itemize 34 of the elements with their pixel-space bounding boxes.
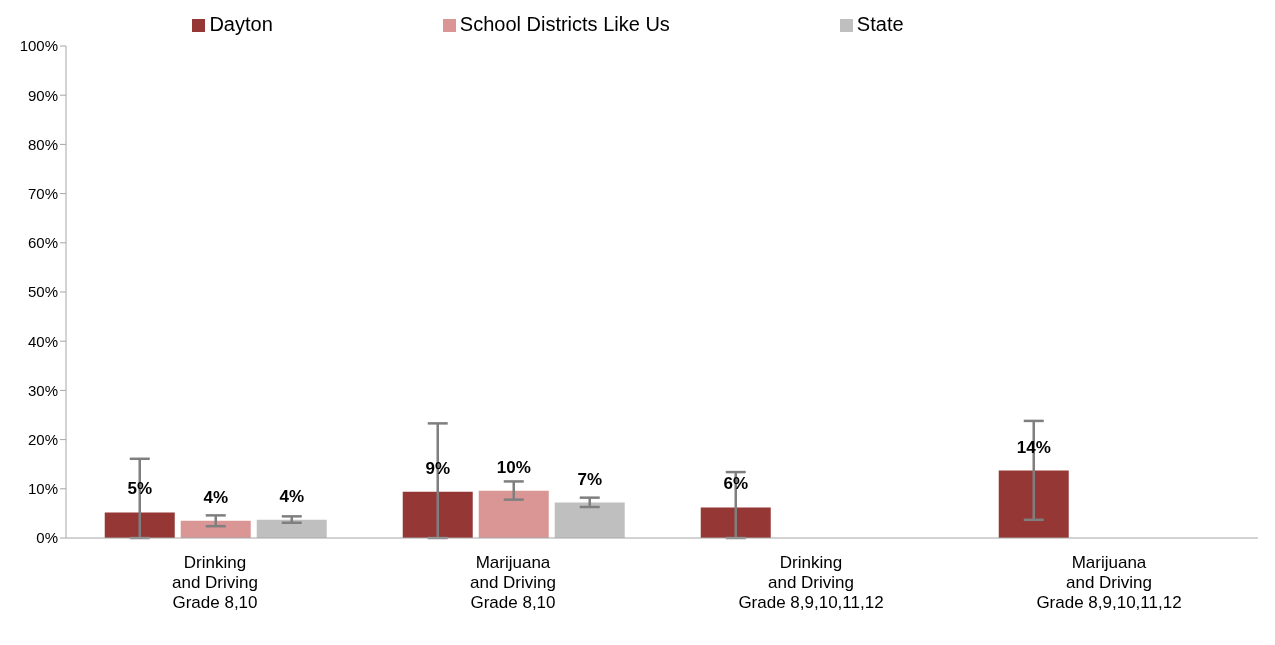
data-label: 6%	[723, 474, 749, 494]
data-label: 10%	[496, 457, 531, 477]
y-tick-label: 100%	[19, 37, 58, 55]
legend-label: School Districts Like Us	[459, 13, 670, 35]
data-label: 4%	[203, 487, 229, 507]
bar	[700, 507, 771, 538]
x-tick-label: Marijuana and Driving Grade 8,9,10,11,12	[1036, 553, 1182, 612]
x-tick-label: Marijuana and Driving Grade 8,10	[470, 553, 556, 612]
bar	[104, 512, 175, 538]
legend-label: Dayton	[209, 13, 273, 35]
data-label: 4%	[279, 486, 305, 506]
x-tick-label: Drinking and Driving Grade 8,10	[172, 553, 258, 612]
bar	[478, 490, 549, 538]
y-tick-label: 60%	[27, 234, 58, 252]
bar	[256, 519, 327, 538]
y-tick-label: 20%	[27, 430, 58, 448]
bar	[998, 470, 1069, 538]
y-tick-label: 0%	[36, 529, 58, 547]
data-label: 7%	[577, 469, 603, 489]
y-tick-label: 10%	[27, 480, 58, 498]
data-label: 9%	[425, 458, 451, 478]
data-label: 5%	[127, 479, 153, 499]
legend-label: State	[856, 13, 904, 35]
y-tick-label: 40%	[27, 332, 58, 350]
y-tick-label: 90%	[27, 86, 58, 104]
x-tick-label: Drinking and Driving Grade 8,9,10,11,12	[738, 553, 884, 612]
data-label: 14%	[1016, 437, 1051, 457]
bar	[180, 520, 251, 538]
y-tick-label: 70%	[27, 184, 58, 202]
y-tick-label: 30%	[27, 381, 58, 399]
bar	[402, 491, 473, 538]
bar	[554, 502, 625, 538]
y-tick-label: 50%	[27, 283, 58, 301]
y-tick-label: 80%	[27, 135, 58, 153]
